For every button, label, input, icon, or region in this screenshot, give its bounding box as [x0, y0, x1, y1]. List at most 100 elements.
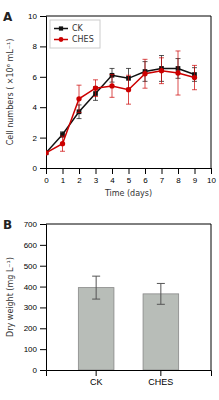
axis-line	[47, 371, 212, 377]
tick-label: 8	[176, 176, 181, 185]
error-bar	[60, 132, 65, 137]
error-bar-cap	[192, 65, 197, 66]
tick-label: CK	[90, 377, 103, 387]
tick-label: 9	[193, 176, 198, 185]
error-bar-cap	[77, 112, 82, 113]
y-axis-title: Dry weight (mg L⁻¹)	[6, 257, 15, 337]
error-bar	[157, 283, 165, 304]
tick-mark	[40, 224, 46, 225]
marker	[109, 83, 114, 88]
tick: 9	[193, 168, 198, 185]
tick: 0	[44, 168, 49, 185]
x-axis: CK CHES	[47, 370, 212, 387]
tick-mark	[112, 168, 113, 174]
error-bar-cap	[159, 57, 164, 58]
tick: 5	[127, 168, 132, 185]
tick-label: CHES	[148, 377, 173, 387]
axis-line	[40, 225, 47, 371]
tick-label: 6	[33, 73, 38, 82]
tick-mark	[96, 168, 97, 174]
tick: 500	[24, 262, 46, 271]
tick-mark	[195, 168, 196, 174]
tick-mark	[40, 307, 46, 308]
plot-area	[78, 276, 178, 370]
axis-line	[40, 17, 47, 169]
series	[46, 56, 197, 156]
panel-label: B	[3, 218, 12, 232]
tick: CK	[90, 370, 103, 387]
error-bar	[192, 65, 197, 89]
error-bar-stem	[160, 283, 161, 304]
legend-entry: CHES	[54, 35, 94, 44]
marker	[46, 150, 49, 155]
tick: 300	[24, 303, 46, 312]
error-bar-cap	[157, 283, 165, 284]
marker	[46, 150, 48, 155]
tick-mark	[40, 245, 46, 246]
tick-label: 400	[24, 283, 38, 292]
tick: 0	[33, 164, 46, 173]
error-bar	[77, 85, 82, 112]
legend-marker	[59, 26, 63, 30]
tick-label: 300	[24, 303, 38, 312]
tick-mark	[96, 370, 97, 376]
error-bar-cap	[192, 89, 197, 90]
tick-label: 0	[44, 176, 49, 185]
tick-mark	[145, 168, 146, 174]
tick-mark	[40, 349, 46, 350]
tick-mark	[40, 266, 46, 267]
tick-label: 500	[24, 262, 38, 271]
tick: 1	[61, 168, 66, 185]
x-axis-title: Time (days)	[104, 189, 152, 198]
tick: 200	[24, 324, 46, 333]
error-bar-cap	[143, 59, 148, 60]
error-bar-cap	[110, 97, 115, 98]
tick-label: 1	[61, 176, 66, 185]
frame	[46, 16, 211, 17]
tick-mark	[40, 77, 46, 78]
series	[46, 51, 197, 155]
panel-label: A	[3, 10, 13, 24]
error-bar-cap	[77, 85, 82, 86]
panel: 0246810Cell numbers ( ×10⁶ mL⁻¹)A0123456…	[3, 10, 216, 198]
tick: 8	[33, 42, 46, 51]
tick-mark	[40, 168, 46, 169]
tick: 0	[33, 366, 46, 375]
tick-mark	[40, 138, 46, 139]
tick-mark	[40, 107, 46, 108]
y-axis: 0246810	[28, 12, 46, 173]
tick-label: 10	[207, 176, 216, 185]
tick-mark	[40, 16, 46, 17]
tick: 7	[160, 168, 165, 185]
error-bar-cap	[110, 68, 115, 69]
legend-label: CHES	[72, 35, 94, 44]
marker	[60, 132, 65, 137]
error-bar-cap	[176, 95, 181, 96]
tick-label: 0	[33, 366, 38, 375]
tick-mark	[178, 168, 179, 174]
panel: 0100200300400500600700Dry weight (mg L⁻¹…	[3, 218, 212, 388]
legend-label: CK	[72, 24, 84, 33]
marker	[93, 86, 98, 91]
error-bar-cap	[110, 74, 115, 75]
tick: 4	[110, 168, 115, 185]
error-bar-cap	[157, 304, 165, 305]
tick-label: 5	[127, 176, 132, 185]
error-bar-cap	[126, 104, 131, 105]
tick-mark	[160, 370, 161, 376]
tick-mark	[162, 168, 163, 174]
legend-entry: CK	[54, 24, 84, 33]
line	[46, 71, 195, 153]
tick-mark	[40, 370, 46, 371]
legend-marker	[59, 37, 64, 42]
legend-box	[50, 20, 100, 48]
chart: 0246810Cell numbers ( ×10⁶ mL⁻¹)A0123456…	[0, 0, 219, 400]
error-bar-cap	[126, 68, 131, 69]
tick-mark	[63, 168, 64, 174]
error-bar	[93, 80, 98, 97]
error-bar-cap	[176, 50, 181, 51]
tick: 3	[94, 168, 99, 185]
error-bar-cap	[159, 83, 164, 84]
tick-mark	[129, 168, 130, 174]
error-bar-cap	[92, 299, 100, 300]
